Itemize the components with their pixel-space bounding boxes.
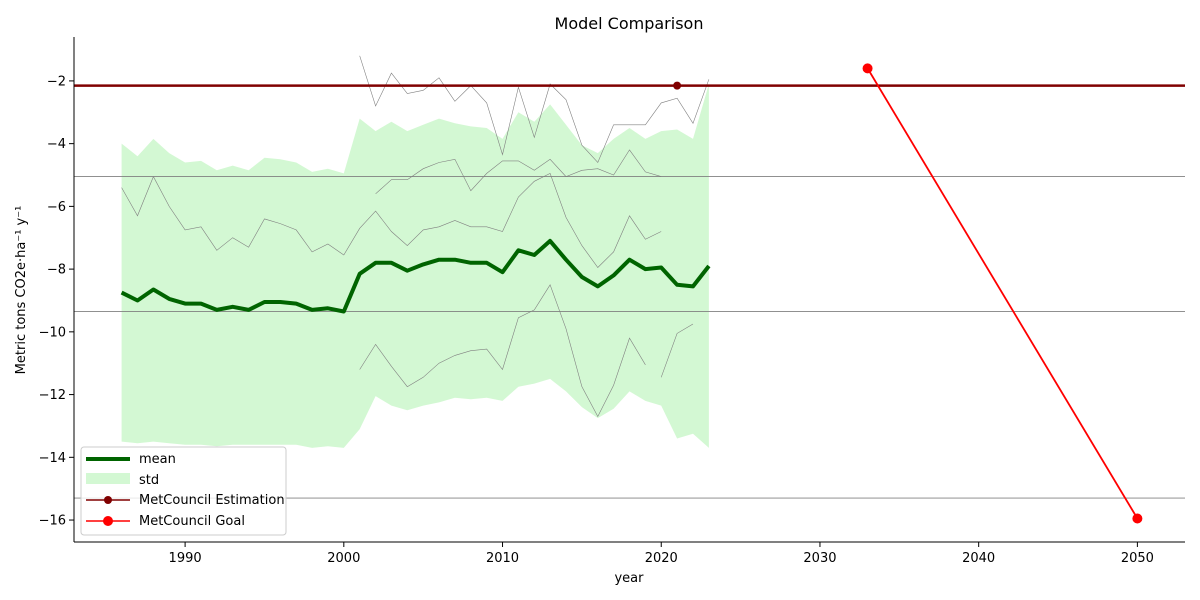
x-axis-label: year [614,571,644,586]
x-tick-label-2010: 2010 [486,551,519,566]
y-axis-label: Metric tons CO2e·ha⁻¹ y⁻¹ [14,206,29,375]
mean-line [120,238,711,314]
chart-title: Model Comparison [555,14,704,33]
plot-area: 1990 2000 2010 2020 2030 2040 2050 −16 −14 −12 −10… [39,37,1185,566]
y-tick-label--10: −10 [39,325,66,340]
model-line-4 [660,323,694,378]
y-tick-label--2: −2 [47,74,66,89]
y-tick-label--6: −6 [47,200,66,215]
model-line-3 [359,284,646,418]
x-tick-label-2040: 2040 [962,551,995,566]
legend-goal-marker [103,516,113,526]
y-tick-label--12: −12 [39,388,66,403]
goal-line [866,67,1139,519]
x-tick-label-2030: 2030 [803,551,836,566]
legend-std-swatch [86,473,130,484]
legend-estimation-label: MetCouncil Estimation [139,493,285,508]
y-tick-label--16: −16 [39,514,66,529]
y-tick-label--14: −14 [39,451,66,466]
model-line-2 [375,149,662,195]
y-tick-label--8: −8 [47,263,66,278]
legend-goal-label: MetCouncil Goal [139,514,245,529]
legend: mean std MetCouncil Estimation MetCounci… [80,446,287,536]
estimation-point [673,81,682,90]
x-tick-label-2020: 2020 [645,551,678,566]
legend-frame [80,446,287,536]
x-tick-label-2050: 2050 [1121,551,1154,566]
legend-mean-label: mean [139,452,176,467]
x-tick-label-2000: 2000 [327,551,360,566]
model-line-0 [121,172,662,268]
legend-std-label: std [139,473,159,488]
legend-estimation-marker [104,496,112,504]
goal-point-0 [862,63,873,74]
y-tick-label--4: −4 [47,137,66,152]
model-line-1 [359,55,710,164]
goal-point-1 [1132,513,1143,524]
x-tick-label-1990: 1990 [169,551,202,566]
